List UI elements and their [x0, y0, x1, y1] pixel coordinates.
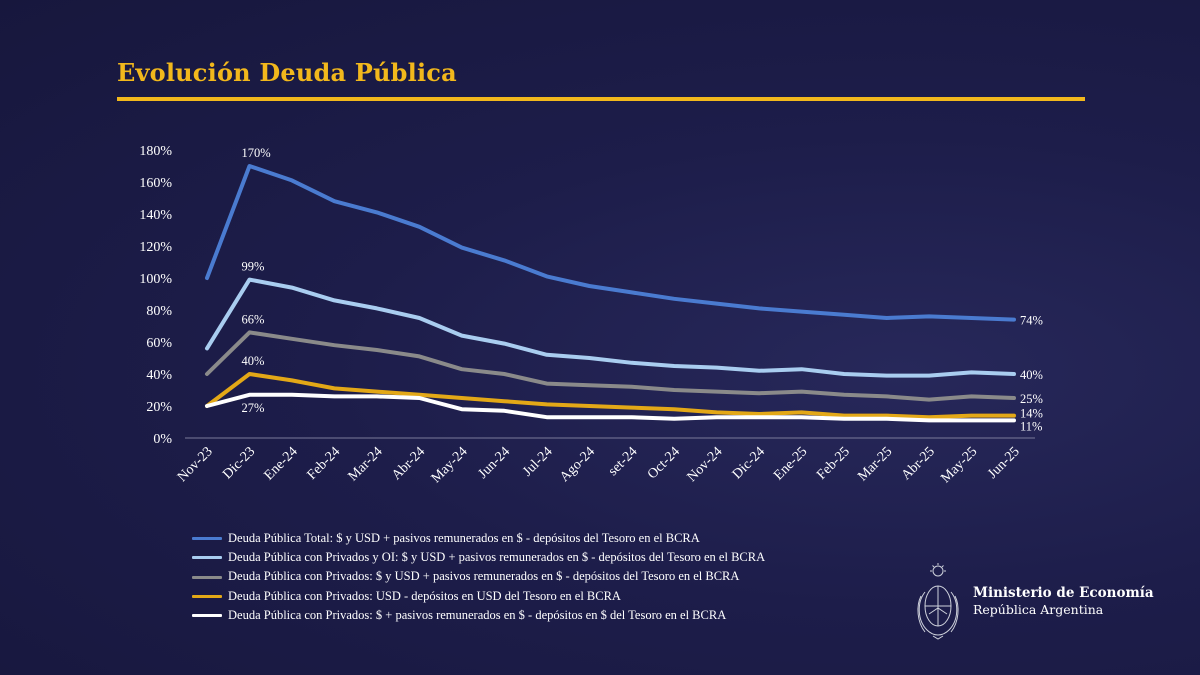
y-tick-label: 0%	[153, 432, 172, 447]
series-line-1	[205, 164, 1016, 322]
x-tick-label: Feb-24	[305, 444, 344, 483]
legend-item: Deuda Pública con Privados: $ + pasivos …	[192, 606, 765, 625]
title-underline	[117, 97, 1085, 101]
x-tick-label: Jun-25	[985, 444, 1023, 482]
y-tick-label: 40%	[146, 368, 172, 383]
x-tick-label: May-25	[938, 444, 980, 486]
legend-label: Deuda Pública con Privados: $ y USD + pa…	[228, 569, 740, 584]
series-line-4	[205, 372, 1016, 420]
x-tick-label: Mar-25	[855, 444, 895, 484]
x-tick-label: Abr-24	[389, 444, 428, 483]
coat-of-arms-icon	[917, 563, 959, 640]
series-line-2	[205, 277, 1016, 378]
data-label: 40%	[1020, 368, 1043, 382]
y-tick-label: 180%	[139, 144, 172, 159]
series-lines	[205, 164, 1016, 423]
x-axis: Nov-23 Dic-23 Ene-24 Feb-24 Mar-24 Abr-24 May-…	[175, 437, 1035, 486]
data-label: 27%	[241, 401, 264, 415]
y-tick-label: 140%	[139, 208, 172, 223]
x-tick-label: Nov-23	[175, 444, 216, 485]
y-axis: 0% 20% 40% 60% 80% 100% 120% 140% 160% 180%	[139, 144, 172, 447]
x-tick-label: Ago-24	[557, 444, 598, 485]
ministry-name: Ministerio de Economía	[973, 585, 1154, 601]
data-label: 74%	[1020, 314, 1043, 328]
series-line-3	[205, 330, 1016, 402]
x-tick-label: May-24	[429, 444, 471, 486]
slide-title: Evolución Deuda Pública	[117, 58, 457, 87]
legend-label: Deuda Pública con Privados: USD - depósi…	[228, 588, 621, 603]
x-tick-label: Oct-24	[645, 444, 683, 482]
x-tick-label: Mar-24	[346, 444, 386, 484]
y-tick-label: 160%	[139, 176, 172, 191]
x-tick-label: Nov-24	[685, 444, 726, 485]
legend-label: Deuda Pública Total: $ y USD + pasivos r…	[228, 531, 700, 545]
legend-label: Deuda Pública con Privados: $ + pasivos …	[228, 607, 727, 622]
x-tick-label: Feb-25	[814, 444, 853, 483]
data-labels: 170% 74% 99% 40% 66% 25% 40% 14% 27% 11%	[241, 146, 1042, 433]
y-tick-label: 20%	[146, 400, 172, 415]
data-label: 66%	[241, 312, 264, 326]
x-tick-label: Jul-24	[520, 444, 555, 479]
ministry-logo: Ministerio de Economía República Argenti…	[913, 562, 1154, 640]
y-tick-label: 100%	[139, 272, 172, 287]
legend-swatch	[192, 613, 222, 617]
y-tick-label: 60%	[146, 336, 172, 351]
x-tick-label: Abr-25	[899, 444, 938, 483]
x-tick-label: Dic-23	[220, 444, 258, 482]
ministry-country: República Argentina	[973, 602, 1104, 617]
legend-item: Deuda Pública con Privados y OI: $ y USD…	[192, 548, 765, 567]
data-label: 14%	[1020, 407, 1043, 421]
data-label: 99%	[241, 260, 264, 274]
series-line-5	[205, 392, 1016, 423]
data-label: 170%	[241, 146, 270, 160]
legend-swatch	[192, 594, 222, 598]
x-tick-label: Dic-24	[730, 444, 768, 482]
chart-legend: Deuda Pública Total: $ y USD + pasivos r…	[192, 529, 765, 625]
legend-swatch	[192, 556, 222, 560]
x-tick-label: Ene-25	[771, 444, 810, 483]
x-tick-label: Jun-24	[476, 444, 514, 482]
x-tick-label: set-24	[606, 444, 641, 479]
legend-swatch	[192, 537, 222, 541]
data-label: 25%	[1020, 392, 1043, 406]
data-label: 40%	[241, 354, 264, 368]
y-tick-label: 120%	[139, 240, 172, 255]
legend-item: Deuda Pública Total: $ y USD + pasivos r…	[192, 529, 765, 548]
legend-item: Deuda Pública con Privados: $ y USD + pa…	[192, 567, 765, 586]
data-label: 11%	[1020, 419, 1042, 433]
y-tick-label: 80%	[146, 304, 172, 319]
x-tick-label: Ene-24	[262, 444, 301, 483]
legend-swatch	[192, 575, 222, 579]
legend-item: Deuda Pública con Privados: USD - depósi…	[192, 587, 765, 606]
legend-label: Deuda Pública con Privados y OI: $ y USD…	[228, 550, 766, 565]
